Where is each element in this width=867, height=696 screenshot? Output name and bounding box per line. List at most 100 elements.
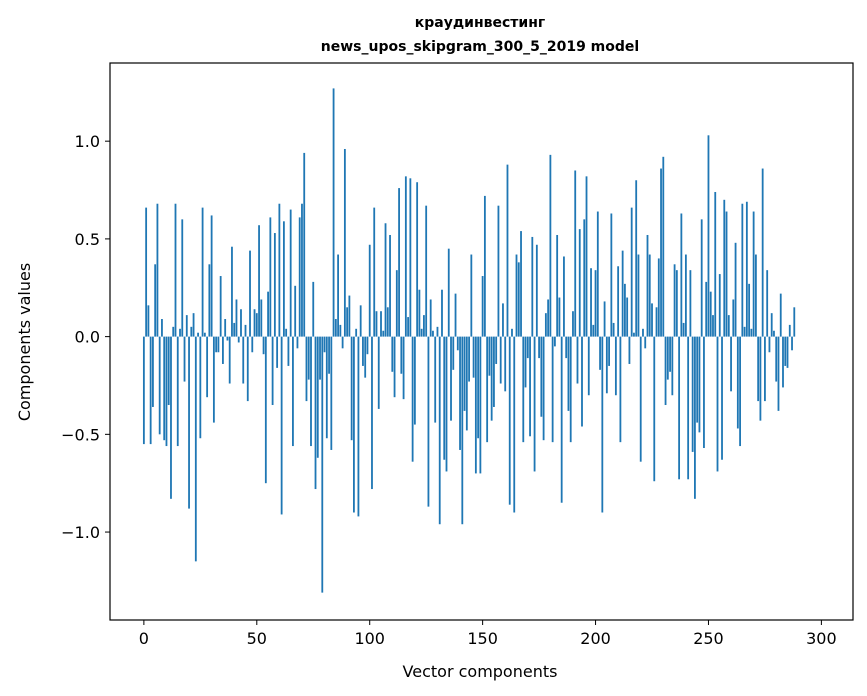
bar <box>544 313 547 337</box>
y-tick-label: −0.5 <box>61 425 100 444</box>
bar <box>459 336 461 450</box>
bar <box>635 180 638 337</box>
bar <box>443 336 446 460</box>
bar <box>402 336 405 400</box>
bar <box>644 336 647 349</box>
bar <box>626 297 629 337</box>
bar <box>145 207 148 337</box>
bar <box>592 324 595 337</box>
bar <box>404 176 407 337</box>
bar <box>470 254 473 337</box>
bar <box>599 336 601 370</box>
bar <box>271 336 274 406</box>
bar <box>642 328 644 337</box>
bar <box>445 336 448 472</box>
bar <box>228 336 231 384</box>
bar <box>292 336 294 447</box>
bar <box>533 336 536 472</box>
bar <box>691 336 694 452</box>
bar <box>203 332 206 337</box>
bar <box>325 336 328 439</box>
bar <box>630 207 633 337</box>
bar <box>698 336 701 433</box>
bar <box>502 303 504 337</box>
bar <box>779 293 782 337</box>
bar <box>226 336 229 341</box>
bar <box>242 336 245 384</box>
bar <box>407 317 410 337</box>
bar <box>296 336 299 349</box>
bar <box>687 336 690 480</box>
bar <box>678 336 681 480</box>
bar <box>289 209 292 337</box>
bar <box>540 336 543 417</box>
bar <box>398 188 400 337</box>
bar <box>364 336 367 378</box>
bar <box>497 205 500 337</box>
x-tick-label: 150 <box>467 629 498 648</box>
bar <box>156 203 159 337</box>
bar <box>768 336 771 353</box>
bar <box>788 324 791 337</box>
x-tick-label: 200 <box>580 629 611 648</box>
bar <box>786 336 789 368</box>
bar <box>721 336 723 460</box>
bar <box>664 336 667 406</box>
bar <box>452 336 455 370</box>
bar <box>594 270 597 337</box>
bar <box>418 289 421 337</box>
bar <box>348 295 351 337</box>
bar <box>648 254 651 337</box>
bar <box>716 336 719 472</box>
bar <box>504 336 507 392</box>
bar <box>413 336 416 425</box>
bar <box>558 297 561 337</box>
bar <box>739 336 741 447</box>
bar <box>240 309 242 337</box>
bar <box>653 336 656 482</box>
bar <box>535 244 538 337</box>
bar <box>341 336 344 349</box>
bar <box>468 336 470 382</box>
bar <box>391 336 394 372</box>
bar <box>563 256 565 337</box>
bar <box>368 244 371 337</box>
chart-title: краудинвестинг <box>415 15 545 31</box>
bar <box>612 322 615 337</box>
bar <box>590 268 592 337</box>
bar <box>287 336 290 366</box>
x-axis-label: Vector components <box>403 662 558 681</box>
bar <box>201 207 204 337</box>
bar <box>219 276 222 337</box>
bar <box>662 156 665 337</box>
bar <box>355 328 358 337</box>
bar <box>700 219 703 337</box>
bar <box>330 336 333 450</box>
bar <box>689 270 692 337</box>
bar <box>246 336 249 402</box>
bar <box>282 221 285 337</box>
bar <box>791 336 793 351</box>
bar <box>409 178 412 337</box>
bar <box>371 336 373 490</box>
bar <box>565 336 568 359</box>
bar <box>183 336 186 382</box>
bar <box>610 213 613 337</box>
bar <box>375 311 378 337</box>
y-tick-label: 0.0 <box>75 328 100 347</box>
bar <box>495 336 498 364</box>
x-tick-label: 50 <box>247 629 267 648</box>
bar <box>712 315 714 337</box>
bar <box>574 170 577 337</box>
bar <box>262 336 265 355</box>
bar <box>185 315 188 337</box>
bar <box>423 315 425 337</box>
bar <box>671 336 674 396</box>
bar <box>395 270 398 337</box>
bar <box>694 336 696 499</box>
bar <box>237 336 240 343</box>
x-tick-label: 0 <box>139 629 149 648</box>
bar <box>215 336 218 353</box>
bar <box>490 336 493 421</box>
bar <box>703 336 705 449</box>
